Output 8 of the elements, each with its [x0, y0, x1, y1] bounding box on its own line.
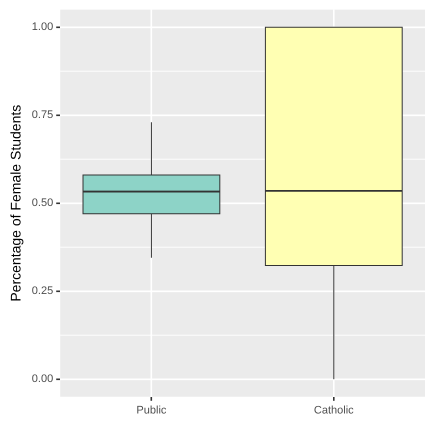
x-tick-label: Public: [136, 404, 167, 416]
y-axis-title: Percentage of Female Students: [7, 104, 24, 302]
y-tick-label: 0.75: [32, 109, 54, 122]
y-tick-label: 1.00: [32, 21, 54, 34]
y-tick-label: 0.00: [32, 373, 54, 386]
x-tick-label: Catholic: [314, 404, 354, 416]
y-tick-label: 0.25: [32, 285, 54, 298]
y-tick-label: 0.50: [32, 197, 54, 210]
